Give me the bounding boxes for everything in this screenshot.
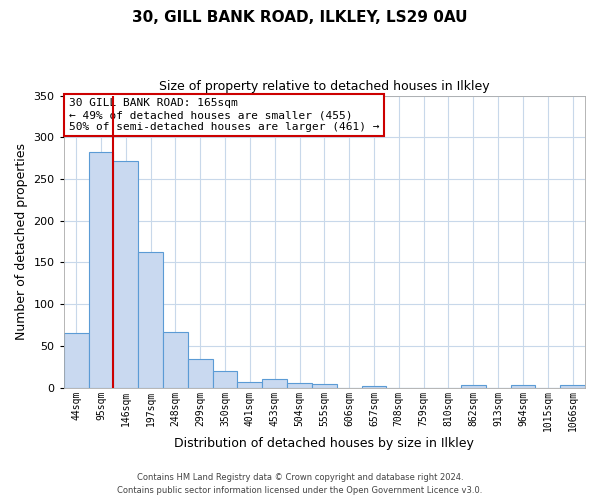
Bar [262,379,287,388]
Y-axis label: Number of detached properties: Number of detached properties [15,143,28,340]
X-axis label: Distribution of detached houses by size in Ilkley: Distribution of detached houses by size … [175,437,474,450]
Text: Contains HM Land Registry data © Crown copyright and database right 2024.
Contai: Contains HM Land Registry data © Crown c… [118,473,482,495]
Text: 30 GILL BANK ROAD: 165sqm
← 49% of detached houses are smaller (455)
50% of semi: 30 GILL BANK ROAD: 165sqm ← 49% of detac… [69,98,379,132]
Bar [138,252,163,388]
Bar [64,334,89,388]
Bar [163,332,188,388]
Bar [511,385,535,388]
Bar [560,385,585,388]
Bar [287,384,312,388]
Title: Size of property relative to detached houses in Ilkley: Size of property relative to detached ho… [159,80,490,93]
Bar [461,385,486,388]
Bar [89,152,113,388]
Bar [113,160,138,388]
Bar [188,359,212,388]
Text: 30, GILL BANK ROAD, ILKLEY, LS29 0AU: 30, GILL BANK ROAD, ILKLEY, LS29 0AU [132,10,468,25]
Bar [238,382,262,388]
Bar [312,384,337,388]
Bar [212,371,238,388]
Bar [362,386,386,388]
